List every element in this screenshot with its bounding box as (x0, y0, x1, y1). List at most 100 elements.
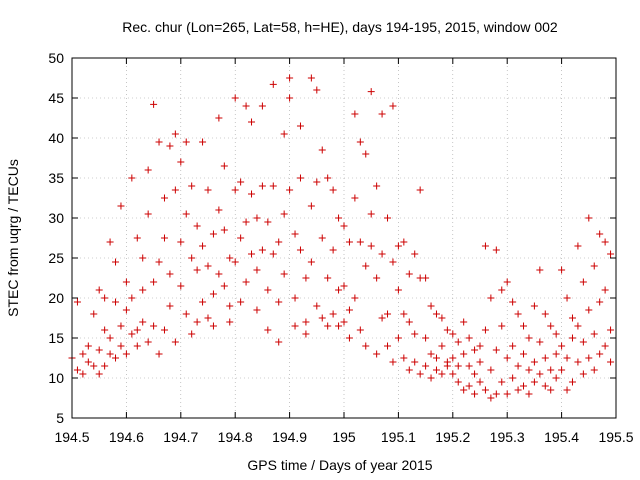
data-point (133, 234, 141, 242)
y-tick-label: 45 (48, 90, 64, 106)
data-point (520, 350, 528, 358)
data-point (378, 250, 386, 258)
data-point (150, 278, 158, 286)
data-point (607, 250, 615, 258)
data-point (329, 246, 337, 254)
data-point (291, 294, 299, 302)
data-point (362, 262, 370, 270)
data-point (579, 338, 587, 346)
y-tick-label: 5 (56, 410, 64, 426)
data-point (579, 278, 587, 286)
data-point (117, 202, 125, 210)
y-tick-label: 30 (48, 210, 64, 226)
data-point (307, 258, 315, 266)
data-point (481, 386, 489, 394)
data-point (373, 350, 381, 358)
y-tick-label: 35 (48, 170, 64, 186)
data-point (574, 242, 582, 250)
data-point (449, 330, 457, 338)
data-point (275, 298, 283, 306)
x-tick-label: 194.8 (218, 429, 253, 445)
data-point (335, 214, 343, 222)
data-point (139, 254, 147, 262)
data-point (296, 122, 304, 130)
data-point (509, 374, 517, 382)
data-point (106, 350, 114, 358)
data-point (101, 294, 109, 302)
data-point (454, 378, 462, 386)
chart-title: Rec. chur (Lon=265, Lat=58, h=HE), days … (122, 19, 558, 35)
data-point (460, 318, 468, 326)
data-point (596, 298, 604, 306)
data-point (280, 130, 288, 138)
data-point (106, 334, 114, 342)
data-point (492, 390, 500, 398)
data-point (215, 206, 223, 214)
data-point (590, 366, 598, 374)
data-point (563, 294, 571, 302)
data-point (324, 274, 332, 282)
data-point (79, 370, 87, 378)
data-point (454, 338, 462, 346)
data-point (454, 362, 462, 370)
data-point (405, 318, 413, 326)
data-point (525, 366, 533, 374)
x-tick-label: 195.3 (490, 429, 525, 445)
data-point (128, 330, 136, 338)
data-point (378, 314, 386, 322)
data-point (177, 238, 185, 246)
data-point (422, 274, 430, 282)
data-point (389, 258, 397, 266)
data-point (520, 322, 528, 330)
data-point (574, 322, 582, 330)
data-point (335, 322, 343, 330)
data-point (585, 214, 593, 222)
data-point (182, 310, 190, 318)
x-tick-label: 195.2 (435, 429, 470, 445)
data-point (498, 378, 506, 386)
data-point (237, 178, 245, 186)
data-point (345, 334, 353, 342)
y-tick-label: 50 (48, 50, 64, 66)
data-point (547, 322, 555, 330)
data-point (204, 262, 212, 270)
data-point (460, 350, 468, 358)
data-point (476, 358, 484, 366)
data-point (160, 326, 168, 334)
data-point (367, 242, 375, 250)
data-point (525, 390, 533, 398)
data-point (106, 238, 114, 246)
data-point (199, 242, 207, 250)
data-point (460, 386, 468, 394)
data-point (384, 214, 392, 222)
data-point (144, 166, 152, 174)
data-point (188, 182, 196, 190)
data-point (139, 286, 147, 294)
data-point (389, 102, 397, 110)
data-point (90, 362, 98, 370)
data-point (242, 102, 250, 110)
data-point (296, 246, 304, 254)
data-point (73, 298, 81, 306)
data-point (607, 326, 615, 334)
data-point (536, 370, 544, 378)
data-point (177, 282, 185, 290)
data-point (139, 318, 147, 326)
data-point (541, 354, 549, 362)
data-point (422, 334, 430, 342)
data-point (318, 314, 326, 322)
data-point (313, 178, 321, 186)
data-point (291, 322, 299, 330)
data-point (400, 310, 408, 318)
data-point (128, 174, 136, 182)
data-point (237, 234, 245, 242)
data-point (601, 238, 609, 246)
data-point (503, 390, 511, 398)
x-tick-label: 194.7 (163, 429, 198, 445)
data-point (171, 186, 179, 194)
data-point (258, 182, 266, 190)
data-point (476, 342, 484, 350)
data-point (307, 202, 315, 210)
data-point (101, 362, 109, 370)
data-point (226, 318, 234, 326)
